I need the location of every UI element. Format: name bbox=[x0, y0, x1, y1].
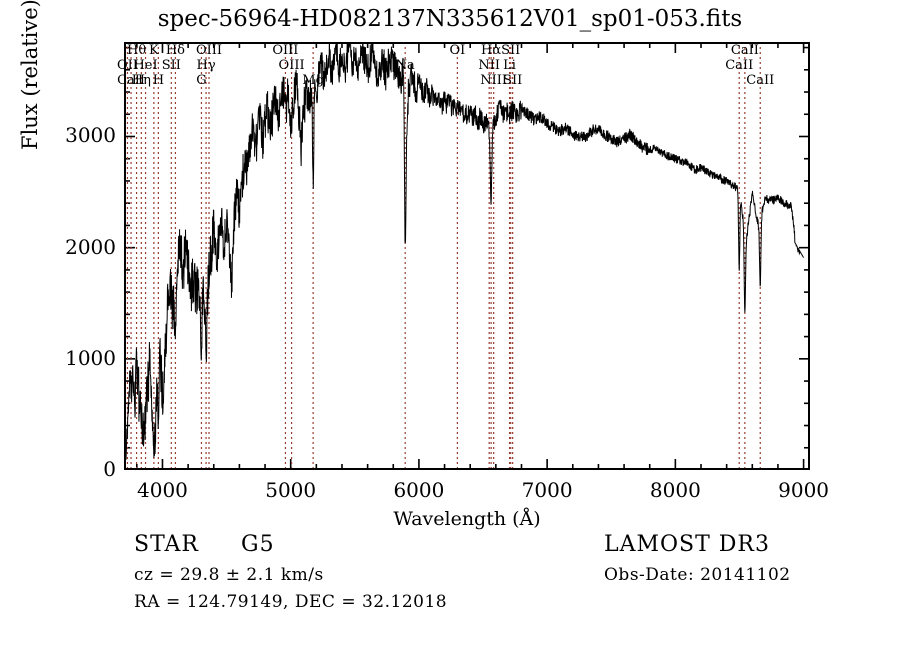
survey-release: LAMOST DR3 bbox=[604, 532, 770, 557]
x-axis-label: Wavelength (Å) bbox=[393, 508, 541, 530]
x-tick-label: 9000 bbox=[778, 478, 830, 502]
spectral-line-markers bbox=[126, 42, 761, 470]
page-title: spec-56964-HD082137N335612V01_sp01-053.f… bbox=[157, 6, 743, 32]
y-axis-tick-labels: 0 1000 2000 3000 bbox=[0, 42, 116, 481]
metadata-left: STAR G5 cz = 29.8 ± 2.1 km/s RA = 124.79… bbox=[134, 532, 447, 619]
x-tick-label: 4000 bbox=[137, 478, 188, 502]
y-tick-label: 1000 bbox=[65, 345, 116, 370]
x-axis-tick-labels: 4000 5000 6000 7000 8000 9000 bbox=[124, 478, 829, 506]
object-class-line: STAR G5 bbox=[134, 532, 447, 557]
x-tick-label: 8000 bbox=[649, 478, 701, 502]
observation-date: Obs-Date: 20141102 bbox=[604, 565, 791, 585]
y-tick-label: 0 bbox=[103, 457, 116, 481]
y-tick-label: 3000 bbox=[65, 123, 116, 148]
y-axis-label: Flux (relative) bbox=[18, 0, 42, 150]
y-tick-label: 2000 bbox=[65, 234, 116, 259]
metadata-right: LAMOST DR3 Obs-Date: 20141102 bbox=[604, 532, 791, 592]
x-tick-label: 5000 bbox=[265, 478, 317, 502]
coordinates: RA = 124.79149, DEC = 32.12018 bbox=[134, 592, 448, 612]
object-subclass: G5 bbox=[241, 532, 275, 557]
redshift-velocity: cz = 29.8 ± 2.1 km/s bbox=[134, 565, 324, 585]
x-tick-label: 7000 bbox=[521, 478, 573, 502]
x-tick-label: 6000 bbox=[393, 478, 445, 502]
spectrum-curve bbox=[124, 42, 810, 470]
object-class: STAR bbox=[134, 532, 199, 557]
plot-area: OII CaII Hθ Hη HeI K H SII Hδ Hγ G OIII OIII OIII Mg Na… bbox=[117, 42, 810, 470]
